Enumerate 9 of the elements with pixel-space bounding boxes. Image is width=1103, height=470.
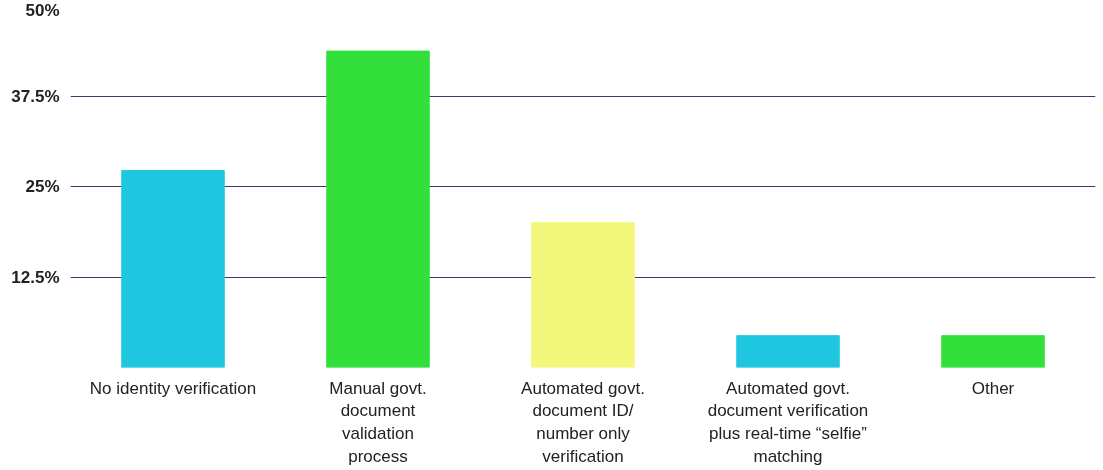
x-tick-label: No identity verification	[89, 378, 257, 398]
x-tick-label: Automated govt. document ID/ number only verification	[521, 378, 645, 466]
x-tick-label: Other	[971, 378, 1015, 398]
y-tick-label: 37.5%	[11, 86, 60, 106]
x-tick-label: Manual govt. document validation process	[329, 378, 427, 466]
y-tick-label: 12.5%	[11, 267, 60, 287]
y-tick-label: 25%	[25, 177, 60, 196]
y-tick-label: 50%	[25, 0, 60, 20]
x-tick-label: Automated govt. document verification plus real-time “selfie” matching	[707, 378, 869, 466]
